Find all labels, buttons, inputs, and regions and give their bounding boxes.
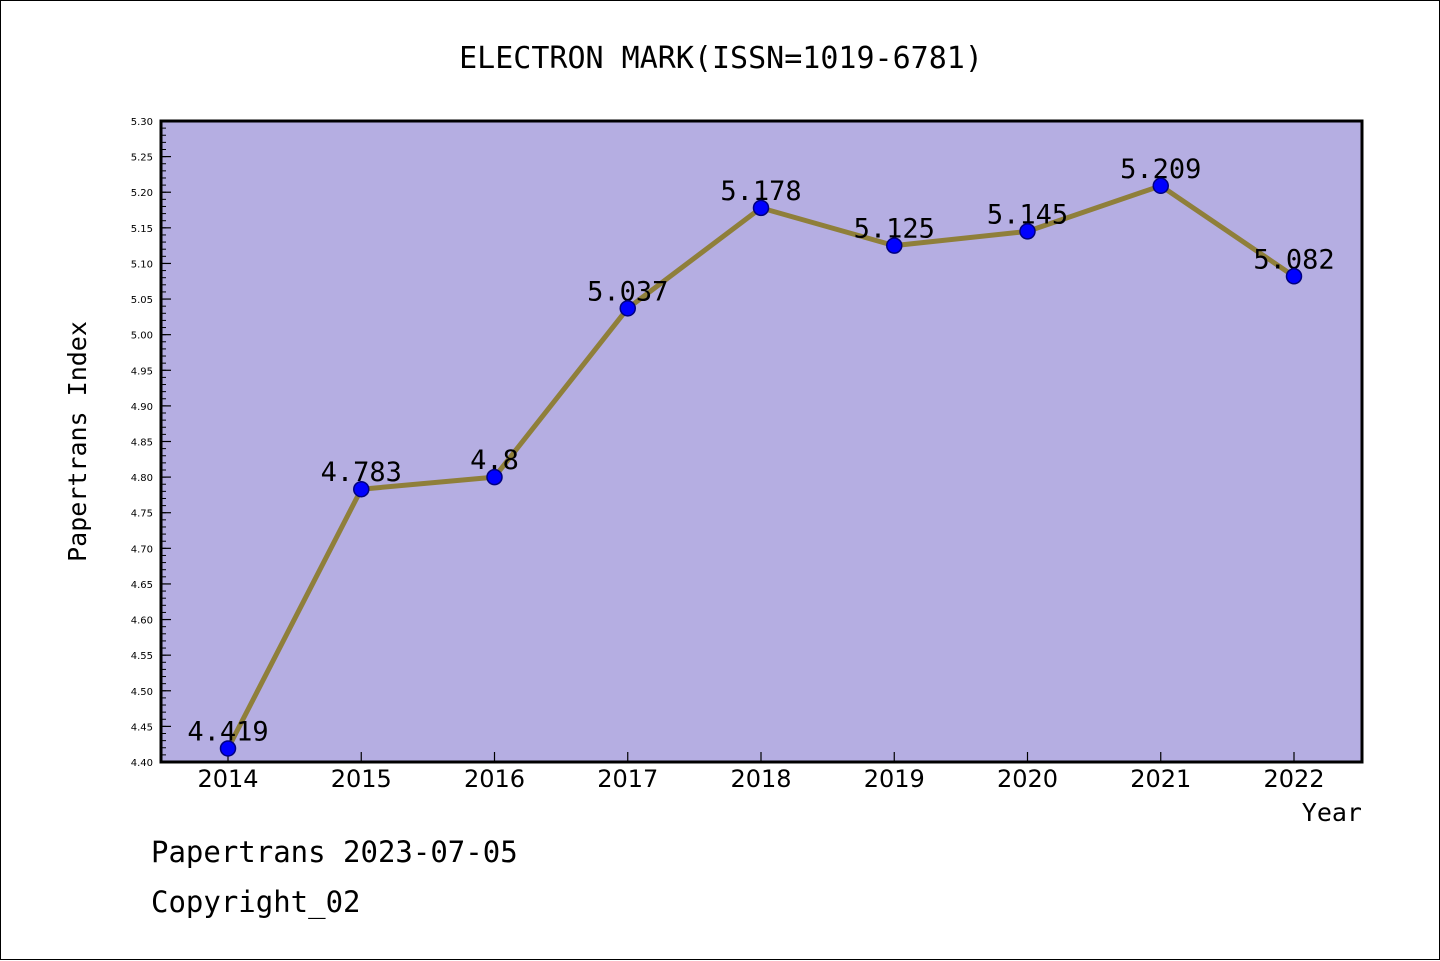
data-point — [1019, 223, 1036, 240]
x-tick-label: 2021 — [1130, 765, 1191, 793]
y-tick-label: 4.75 — [131, 509, 153, 520]
y-tick-label: 5.30 — [131, 117, 153, 128]
x-axis-label: Year — [1302, 798, 1362, 827]
y-tick-label: 5.25 — [131, 153, 153, 164]
data-point — [752, 199, 770, 217]
data-point — [219, 740, 237, 757]
footer-date: Papertrans 2023-07-05 — [151, 835, 518, 869]
y-tick-label: 5.05 — [131, 295, 153, 306]
x-tick-label: 2016 — [464, 765, 525, 793]
y-tick-label: 4.60 — [131, 616, 153, 627]
y-tick-label: 4.50 — [131, 687, 153, 698]
x-tick-label: 2015 — [331, 765, 392, 793]
chart-title: ELECTRON MARK(ISSN=1019-6781) — [459, 41, 983, 76]
x-axis: 2014 2015 2016 2017 2018 2019 2020 2021 2022 — [197, 752, 1325, 793]
y-tick-label: 4.65 — [131, 580, 153, 591]
data-point — [619, 300, 636, 317]
y-tick-label: 5.20 — [131, 188, 153, 199]
data-point — [1285, 268, 1303, 285]
x-tick-label: 2020 — [997, 765, 1058, 793]
y-tick-label: 4.70 — [131, 544, 153, 555]
y-tick-label: 4.55 — [131, 651, 153, 662]
footer-copyright: Copyright_02 — [151, 885, 361, 919]
y-axis: 4.40 4.45 4.50 4.55 4.60 4.65 4.70 4.75 4.80 4.85… — [131, 117, 171, 769]
plot-area — [159, 119, 1364, 764]
data-point — [353, 480, 370, 498]
y-tick-label: 4.90 — [131, 402, 153, 413]
data-point — [1152, 177, 1169, 195]
y-tick-label: 4.95 — [131, 366, 153, 377]
y-tick-label: 4.85 — [131, 438, 153, 449]
x-tick-label: 2014 — [197, 765, 258, 793]
x-tick-label: 2018 — [730, 765, 791, 793]
data-point — [486, 468, 503, 486]
y-tick-label: 5.15 — [131, 224, 153, 235]
x-tick-label: 2019 — [864, 765, 925, 793]
y-tick-label: 4.80 — [131, 473, 153, 484]
x-tick-label: 2017 — [597, 765, 658, 793]
y-tick-label: 5.00 — [131, 331, 153, 342]
y-tick-label: 4.40 — [131, 758, 153, 769]
y-tick-label: 4.45 — [131, 722, 153, 733]
y-axis-label: Papertrans Index — [63, 321, 92, 562]
x-tick-label: 2022 — [1263, 765, 1324, 793]
data-point — [886, 237, 903, 254]
y-tick-label: 5.10 — [131, 259, 153, 270]
